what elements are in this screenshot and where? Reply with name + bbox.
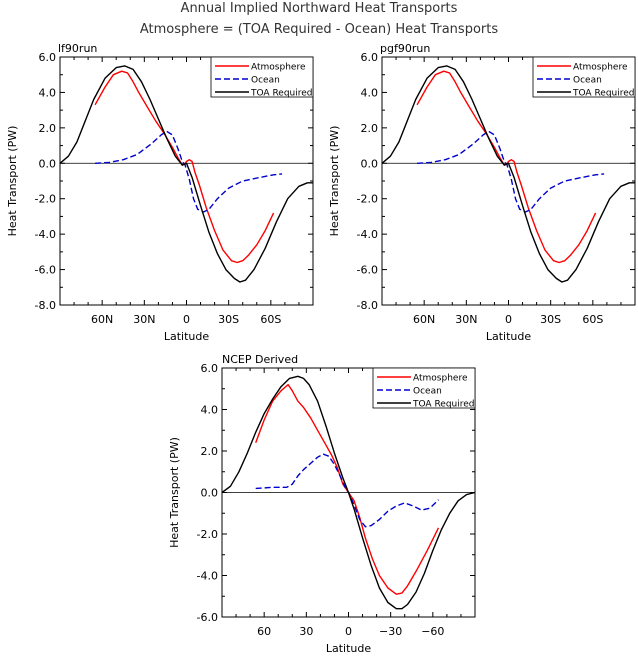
legend: Atmosphere Ocean TOA Required	[372, 367, 476, 410]
y-tick-label: 4.0	[361, 86, 379, 99]
y-axis-label: Heat Transport (PW)	[6, 126, 19, 237]
y-tick-label: -2.0	[197, 528, 218, 541]
x-tick-label: 30S	[540, 313, 561, 326]
y-tick-label: 6.0	[39, 51, 57, 64]
x-tick-label: 30S	[218, 313, 239, 326]
x-axis-label: Latitude	[326, 642, 372, 655]
y-tick-label: 0.0	[39, 157, 57, 170]
legend-label: TOA Required	[412, 400, 475, 410]
legend-label: Atmosphere	[573, 63, 628, 73]
x-axis-label: Latitude	[486, 330, 532, 343]
legend-label: TOA Required	[572, 89, 635, 99]
y-tick-label: 0.0	[201, 487, 219, 500]
y-tick-label: 0.0	[361, 157, 379, 170]
y-tick-label: -8.0	[357, 299, 378, 312]
y-tick-label: -4.0	[197, 570, 218, 583]
legend: Atmosphere Ocean TOA Required	[532, 56, 636, 99]
main-title-line-1: Annual Implied Northward Heat Transports	[181, 1, 458, 16]
x-tick-label: 60N	[91, 313, 113, 326]
legend-box	[372, 367, 476, 409]
x-tick-label: 0	[183, 313, 190, 326]
legend-label: Ocean	[251, 76, 280, 86]
panel-title: pgf90run	[380, 42, 430, 55]
legend-box	[532, 56, 636, 98]
y-axis-label: Heat Transport (PW)	[168, 437, 181, 548]
legend-label: Atmosphere	[251, 63, 306, 73]
panel-pgf90run: 6.0 4.0 2.0 0.0 -2.0 -4.0 -6.0 -8.0 60N 30N 0 30S 60…	[328, 42, 636, 343]
panel-ncep: 6.0 4.0 2.0 0.0 -2.0 -4.0 -6.0 60 30 0 −30 −60 Latit…	[168, 353, 476, 655]
panel-title: NCEP Derived	[222, 353, 298, 366]
y-tick-label: -6.0	[357, 264, 378, 277]
y-axis-label: Heat Transport (PW)	[328, 126, 341, 237]
legend-label: Atmosphere	[413, 374, 468, 384]
y-tick-label: 2.0	[361, 122, 379, 135]
series-ocean	[417, 130, 605, 213]
chart-panels: 6.0 4.0 2.0 0.0 -2.0 -4.0 -6.0 -8.0 60N 30N 0 30S 60…	[6, 42, 636, 655]
series-toa-required	[381, 65, 635, 283]
x-tick-label: 60S	[582, 313, 603, 326]
series-ocean	[95, 130, 283, 213]
y-tick-label: 4.0	[201, 404, 219, 417]
legend-label: Ocean	[573, 76, 602, 86]
x-tick-label: 30N	[133, 313, 155, 326]
y-tick-label: -2.0	[357, 193, 378, 206]
y-tick-label: -4.0	[357, 228, 378, 241]
legend-label: Ocean	[413, 387, 442, 397]
panel-title: lf90run	[58, 42, 97, 55]
x-tick-label: 0	[505, 313, 512, 326]
series-atmosphere	[255, 383, 440, 595]
y-tick-label: 2.0	[201, 445, 219, 458]
y-tick-label: -6.0	[197, 611, 218, 624]
x-tick-label: 60	[257, 625, 271, 638]
series-atmosphere	[416, 70, 597, 264]
legend-box	[210, 56, 314, 98]
series-atmosphere	[94, 70, 275, 264]
x-tick-label: 30N	[455, 313, 477, 326]
y-tick-label: 2.0	[39, 122, 57, 135]
y-tick-label: -2.0	[35, 193, 56, 206]
main-title-line-2: Atmosphere = (TOA Required - Ocean) Heat…	[140, 22, 498, 37]
y-tick-label: 4.0	[39, 86, 57, 99]
y-tick-label: 6.0	[201, 362, 219, 375]
legend-label: TOA Required	[250, 89, 313, 99]
panel-lf90run: 6.0 4.0 2.0 0.0 -2.0 -4.0 -6.0 -8.0 60N 30N 0 30S 60…	[6, 42, 314, 343]
y-tick-label: 6.0	[361, 51, 379, 64]
y-tick-label: -6.0	[35, 264, 56, 277]
y-tick-label: -4.0	[35, 228, 56, 241]
x-tick-label: −30	[379, 625, 402, 638]
legend: Atmosphere Ocean TOA Required	[210, 56, 314, 99]
series-toa-required	[221, 375, 476, 610]
x-tick-label: 60S	[260, 313, 281, 326]
x-tick-label: 0	[345, 625, 352, 638]
series-toa-required	[59, 65, 313, 283]
x-tick-label: 60N	[413, 313, 435, 326]
y-tick-label: -8.0	[35, 299, 56, 312]
series-ocean	[255, 453, 439, 528]
x-axis-label: Latitude	[164, 330, 210, 343]
x-tick-label: −60	[421, 625, 444, 638]
x-tick-label: 30	[299, 625, 313, 638]
